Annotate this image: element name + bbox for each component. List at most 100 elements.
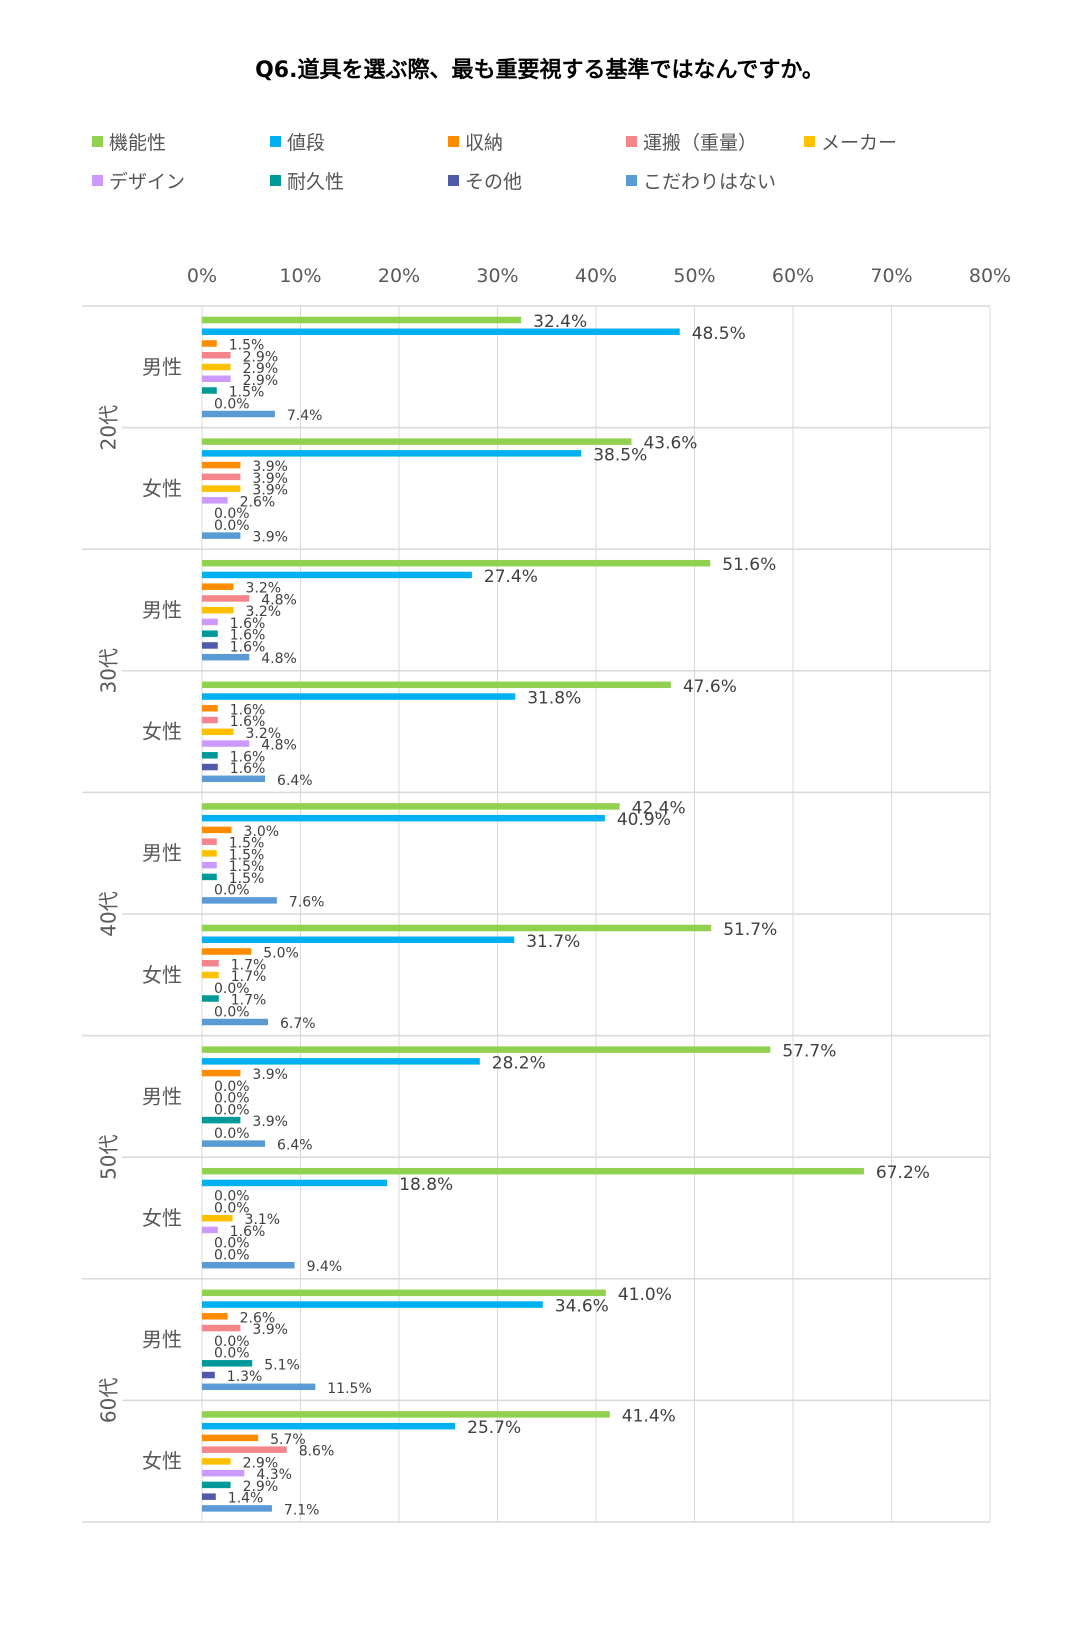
subgroup-label: 女性 xyxy=(142,1449,182,1473)
bar xyxy=(202,693,516,700)
data-label: 32.4% xyxy=(533,312,587,332)
bar xyxy=(202,1313,228,1320)
data-label: 27.4% xyxy=(484,567,538,587)
bar xyxy=(202,873,217,881)
bar xyxy=(202,497,228,504)
data-label: 0.0% xyxy=(214,1189,250,1205)
data-label: 5.7% xyxy=(270,1432,306,1448)
data-label: 4.8% xyxy=(261,651,297,667)
legend-item: 収納 xyxy=(448,128,503,154)
bar xyxy=(202,618,218,626)
bar xyxy=(202,461,241,469)
data-label: 1.6% xyxy=(230,749,266,765)
bar xyxy=(202,775,266,783)
legend-item: デザイン xyxy=(92,167,185,193)
bar xyxy=(202,653,250,661)
legend-item: 運搬（重量） xyxy=(626,128,757,154)
bar xyxy=(202,838,217,845)
legend-swatch xyxy=(270,136,281,147)
data-label: 47.6% xyxy=(683,677,737,697)
legend-label: 耐久性 xyxy=(287,171,345,193)
data-label: 0.0% xyxy=(214,1079,250,1095)
bar xyxy=(202,1179,388,1187)
bar xyxy=(202,1116,241,1124)
data-label: 1.4% xyxy=(228,1491,264,1507)
bar xyxy=(202,1069,241,1077)
legend-label: 収納 xyxy=(465,132,504,154)
data-label: 48.5% xyxy=(692,324,746,344)
legend-swatch xyxy=(804,136,815,147)
data-label: 3.9% xyxy=(252,1067,288,1083)
data-label: 0.0% xyxy=(214,396,250,412)
data-label: 8.6% xyxy=(299,1444,335,1460)
data-label: 2.9% xyxy=(243,349,279,365)
x-tick-label: 60% xyxy=(772,265,814,287)
data-label: 1.6% xyxy=(230,714,266,730)
bar xyxy=(202,850,217,857)
bar xyxy=(202,948,252,955)
age-group-label: 30代 xyxy=(97,648,121,693)
bar xyxy=(202,681,671,689)
legend-item: こだわりはない xyxy=(626,167,776,193)
subgroup-label: 男性 xyxy=(142,841,182,865)
x-tick-label: 30% xyxy=(476,265,518,287)
bar xyxy=(202,328,680,335)
bar xyxy=(202,583,234,590)
data-label: 2.9% xyxy=(243,1455,279,1471)
legend-swatch xyxy=(448,175,459,186)
data-label: 0.0% xyxy=(214,1247,250,1263)
bar xyxy=(202,485,241,492)
bar xyxy=(202,763,218,771)
data-label: 0.0% xyxy=(214,1200,250,1216)
bar xyxy=(202,1371,215,1379)
bar xyxy=(202,936,515,943)
bar xyxy=(202,1324,241,1332)
data-label: 0.0% xyxy=(214,1004,250,1020)
subgroup-label: 女性 xyxy=(142,476,182,500)
data-label: 7.1% xyxy=(284,1502,320,1518)
bar xyxy=(202,960,219,967)
data-label: 3.9% xyxy=(252,1322,288,1338)
data-label: 3.9% xyxy=(252,459,288,475)
subgroup-label: 女性 xyxy=(142,963,182,987)
age-group-label: 40代 xyxy=(97,891,121,936)
data-label: 4.3% xyxy=(256,1467,292,1483)
chart-title: Q6.道具を選ぶ際、最も重要視する基準ではなんですか。 xyxy=(255,58,824,83)
age-group-label: 60代 xyxy=(97,1378,121,1423)
x-tick-label: 50% xyxy=(673,265,715,287)
data-label: 42.4% xyxy=(632,798,686,818)
data-label: 3.9% xyxy=(252,530,288,546)
data-label: 1.6% xyxy=(230,628,266,644)
data-label: 31.8% xyxy=(527,689,581,709)
bar xyxy=(202,450,582,457)
bar xyxy=(202,410,275,418)
data-label: 2.9% xyxy=(243,361,279,377)
legend-item: その他 xyxy=(448,167,522,193)
data-label: 1.5% xyxy=(229,836,265,852)
bar xyxy=(202,1289,606,1297)
data-label: 0.0% xyxy=(214,518,250,534)
bar xyxy=(202,606,234,614)
data-label: 40.9% xyxy=(617,810,671,830)
legend-label: 機能性 xyxy=(109,132,167,154)
data-label: 2.9% xyxy=(243,373,279,389)
bar xyxy=(202,352,231,359)
bar xyxy=(202,740,250,747)
bar xyxy=(202,595,250,602)
bar xyxy=(202,1493,216,1500)
legend-swatch xyxy=(448,136,459,147)
legend-swatch xyxy=(92,175,103,186)
data-label: 4.8% xyxy=(261,592,297,608)
data-label: 1.6% xyxy=(230,761,266,777)
data-label: 1.5% xyxy=(229,847,265,863)
bar xyxy=(202,1301,543,1308)
bar xyxy=(202,1046,771,1053)
bar xyxy=(202,1422,456,1430)
data-label: 3.1% xyxy=(245,1212,281,1228)
data-label: 4.8% xyxy=(261,738,297,754)
legend-item: 機能性 xyxy=(92,128,166,154)
x-tick-label: 10% xyxy=(279,265,321,287)
data-label: 6.4% xyxy=(277,1138,313,1154)
bar xyxy=(202,971,219,979)
legend-item: メーカー xyxy=(804,128,897,154)
